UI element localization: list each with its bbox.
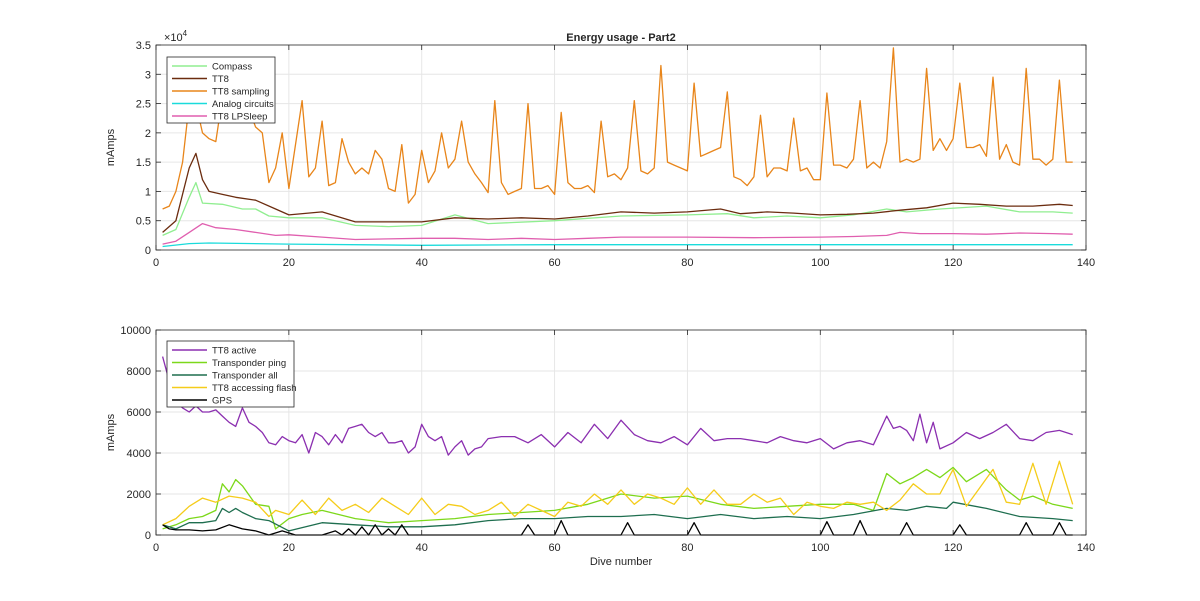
legend-label-tt8-lpsleep: TT8 LPSleep (212, 112, 267, 123)
x-tick-label: 140 (1077, 257, 1095, 269)
legend-label-tt8: TT8 (212, 74, 229, 85)
x-tick-label: 120 (944, 257, 962, 269)
y-tick-label: 6000 (127, 407, 151, 419)
series-line-transponder-ping (162, 466, 1073, 530)
x-tick-label: 100 (811, 257, 829, 269)
x-tick-label: 60 (548, 542, 560, 554)
chart-2: 0 20 40 60 80 100 120 140 0 2000 4000 6000 8000 10000… (105, 325, 1095, 568)
chart-title: Energy usage - Part2 (566, 32, 675, 44)
x-tick-label: 120 (944, 542, 962, 554)
x-tick-label: 0 (153, 257, 159, 269)
series-line-compass (162, 181, 1073, 236)
series-line-tt8 (162, 152, 1073, 233)
x-tick-label: 20 (283, 257, 295, 269)
axes-box (155, 44, 1087, 251)
series-line-tt8-active (161, 356, 1073, 456)
x-axis-label: Dive number (590, 556, 653, 568)
x-tick-label: 60 (548, 257, 560, 269)
x-tick-label: 80 (681, 257, 693, 269)
y-tick-label: 0.5 (136, 216, 151, 228)
legend-label-tt8-accessing-flash: TT8 accessing flash (212, 383, 296, 394)
y-axis-label: mAmps (105, 128, 117, 166)
y-tick-label: 4000 (127, 448, 151, 460)
y-axis-exponent-power: 4 (183, 29, 188, 38)
x-tick-label: 40 (416, 257, 428, 269)
axes-box (155, 329, 1087, 536)
y-tick-label: 1.5 (136, 157, 151, 169)
y-tick-label: 10000 (120, 325, 151, 337)
plot-area (156, 330, 1086, 535)
series-line-transponder-all (162, 501, 1073, 532)
y-tick-label: 0 (145, 245, 151, 257)
y-tick-label: 3 (145, 69, 151, 81)
legend-label-compass: Compass (212, 62, 252, 73)
y-axis-label: mAmps (105, 413, 117, 451)
y-tick-label: 1 (145, 186, 151, 198)
legend-box (166, 340, 295, 408)
y-axis-exponent: ×104 (164, 29, 188, 44)
legend-label-analog-circuits: Analog circuits (212, 99, 274, 110)
legend-label-tt8-active: TT8 active (212, 346, 256, 357)
legend-label-tt8-sampling: TT8 sampling (212, 87, 270, 98)
legend-label-transponder-ping: Transponder ping (212, 358, 286, 369)
y-tick-label: 2000 (127, 489, 151, 501)
x-tick-label: 100 (811, 542, 829, 554)
series-line-analog-circuits (162, 242, 1073, 248)
series-line-tt8-accessing-flash (162, 460, 1074, 526)
legend-label-gps: GPS (212, 396, 232, 407)
y-tick-label: 8000 (127, 366, 151, 378)
y-tick-label: 2.5 (136, 99, 151, 111)
y-tick-label: 2 (145, 128, 151, 140)
grid (156, 45, 1086, 250)
series-line-tt8-lpsleep (162, 222, 1073, 245)
x-tick-label: 140 (1077, 542, 1095, 554)
chart-1: 0 20 40 60 80 100 120 140 0 0.5 1 1.5 2 2.5 3 3.5 ×104 En… (105, 29, 1095, 269)
legend-label-transponder-all: Transponder all (212, 371, 278, 382)
y-tick-label: 0 (145, 530, 151, 542)
series-line-tt8-sampling (162, 47, 1073, 210)
legend-box (166, 56, 276, 124)
x-tick-label: 0 (153, 542, 159, 554)
x-tick-label: 20 (283, 542, 295, 554)
x-tick-label: 80 (681, 542, 693, 554)
y-tick-label: 3.5 (136, 40, 151, 52)
x-tick-label: 40 (416, 542, 428, 554)
